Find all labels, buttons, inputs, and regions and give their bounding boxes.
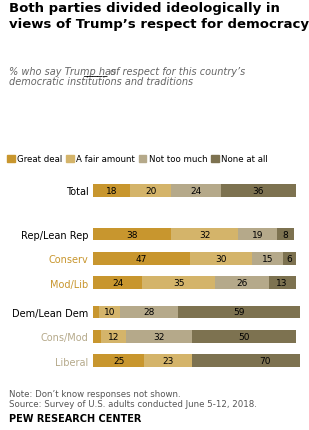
- Bar: [101, 330, 126, 343]
- Text: 35: 35: [173, 279, 184, 288]
- Bar: [238, 228, 277, 241]
- Legend: Great deal, A fair amount, Not too much, None at all: Great deal, A fair amount, Not too much,…: [7, 155, 268, 164]
- Text: 8: 8: [282, 230, 288, 239]
- Bar: [252, 252, 283, 265]
- Bar: [93, 184, 130, 197]
- Text: % who say Trump has: % who say Trump has: [9, 67, 116, 77]
- Text: 59: 59: [233, 308, 244, 317]
- Text: 24: 24: [191, 186, 202, 195]
- Bar: [93, 277, 142, 289]
- Text: 15: 15: [262, 254, 273, 263]
- Text: 12: 12: [108, 332, 119, 341]
- Text: 23: 23: [163, 356, 174, 365]
- Bar: [171, 184, 221, 197]
- Bar: [93, 228, 171, 241]
- Bar: [178, 306, 300, 319]
- Bar: [192, 330, 296, 343]
- Bar: [93, 354, 145, 367]
- Text: 38: 38: [126, 230, 138, 239]
- Text: 36: 36: [252, 186, 264, 195]
- Text: 25: 25: [113, 356, 124, 365]
- Text: Note: Don’t know responses not shown.: Note: Don’t know responses not shown.: [9, 389, 181, 398]
- Bar: [93, 330, 101, 343]
- Text: 30: 30: [215, 254, 227, 263]
- Bar: [93, 252, 190, 265]
- Text: 13: 13: [276, 279, 288, 288]
- Text: PEW RESEARCH CENTER: PEW RESEARCH CENTER: [9, 413, 142, 423]
- Bar: [130, 184, 171, 197]
- Bar: [93, 306, 99, 319]
- Text: 26: 26: [236, 279, 248, 288]
- Text: Source: Survey of U.S. adults conducted June 5-12, 2018.: Source: Survey of U.S. adults conducted …: [9, 399, 257, 408]
- Text: Both parties divided ideologically in
views of Trump’s respect for democracy: Both parties divided ideologically in vi…: [9, 2, 309, 31]
- Bar: [145, 354, 192, 367]
- Bar: [215, 277, 269, 289]
- Bar: [277, 228, 294, 241]
- Text: 10: 10: [104, 308, 115, 317]
- Bar: [120, 306, 178, 319]
- Bar: [190, 252, 252, 265]
- Text: 47: 47: [136, 254, 147, 263]
- Bar: [192, 354, 309, 367]
- Bar: [126, 330, 192, 343]
- Text: 20: 20: [145, 186, 156, 195]
- Text: _____: _____: [83, 67, 107, 77]
- Bar: [283, 252, 296, 265]
- Text: 18: 18: [106, 186, 117, 195]
- Text: democratic institutions and traditions: democratic institutions and traditions: [9, 77, 193, 86]
- Bar: [221, 184, 296, 197]
- Text: 28: 28: [143, 308, 154, 317]
- Bar: [99, 306, 120, 319]
- Text: 32: 32: [199, 230, 210, 239]
- Text: 32: 32: [153, 332, 165, 341]
- Text: 6: 6: [286, 254, 292, 263]
- Text: 24: 24: [112, 279, 123, 288]
- Bar: [142, 277, 215, 289]
- Text: 50: 50: [238, 332, 250, 341]
- Text: 70: 70: [259, 356, 270, 365]
- Text: 19: 19: [252, 230, 263, 239]
- Bar: [269, 277, 296, 289]
- Text: of respect for this country’s: of respect for this country’s: [110, 67, 245, 77]
- Bar: [171, 228, 238, 241]
